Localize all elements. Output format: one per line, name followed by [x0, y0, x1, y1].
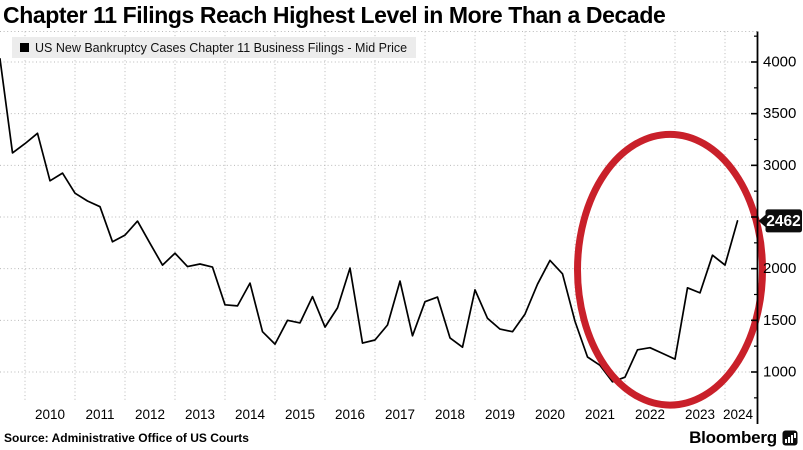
y-tick-label: 2000	[763, 260, 796, 277]
x-tick-label: 2020	[535, 407, 565, 422]
x-tick-label: 2014	[235, 407, 266, 422]
y-tick-label: 1000	[763, 364, 796, 381]
x-tick-label: 2012	[135, 407, 165, 422]
x-tick-label: 2013	[185, 407, 215, 422]
legend-series-marker-icon	[20, 43, 29, 52]
x-tick-label: 2016	[335, 407, 365, 422]
x-tick-label: 2017	[385, 407, 415, 422]
source-note: Source: Administrative Office of US Cour…	[4, 431, 249, 445]
last-price-badge-arrow	[758, 214, 766, 228]
x-tick-label: 2018	[435, 407, 465, 422]
x-tick-label: 2015	[285, 407, 315, 422]
highlight-ellipse	[574, 130, 766, 409]
last-price-badge-label: 2462	[766, 213, 800, 230]
data-line	[0, 58, 739, 383]
last-price-badge	[765, 209, 802, 233]
legend: US New Bankruptcy Cases Chapter 11 Busin…	[12, 37, 417, 58]
x-tick-label: 2023	[685, 407, 715, 422]
y-tick-label: 3500	[763, 105, 796, 122]
x-tick-label: 2024	[723, 407, 754, 422]
y-tick-label: 4000	[763, 54, 796, 71]
legend-series-label: US New Bankruptcy Cases Chapter 11 Busin…	[35, 40, 408, 55]
y-tick-label: 3000	[763, 157, 796, 174]
x-tick-label: 2022	[635, 407, 665, 422]
bloomberg-terminal-icon	[782, 430, 798, 446]
chart-title: Chapter 11 Filings Reach Highest Level i…	[3, 2, 666, 28]
y-tick-label: 1500	[763, 312, 796, 329]
x-tick-label: 2019	[485, 407, 515, 422]
bloomberg-wordmark: Bloomberg	[689, 428, 777, 447]
x-tick-label: 2011	[85, 407, 114, 422]
x-tick-label: 2021	[585, 407, 615, 422]
bloomberg-brand: Bloomberg	[689, 428, 798, 448]
x-tick-label: 2010	[35, 407, 65, 422]
